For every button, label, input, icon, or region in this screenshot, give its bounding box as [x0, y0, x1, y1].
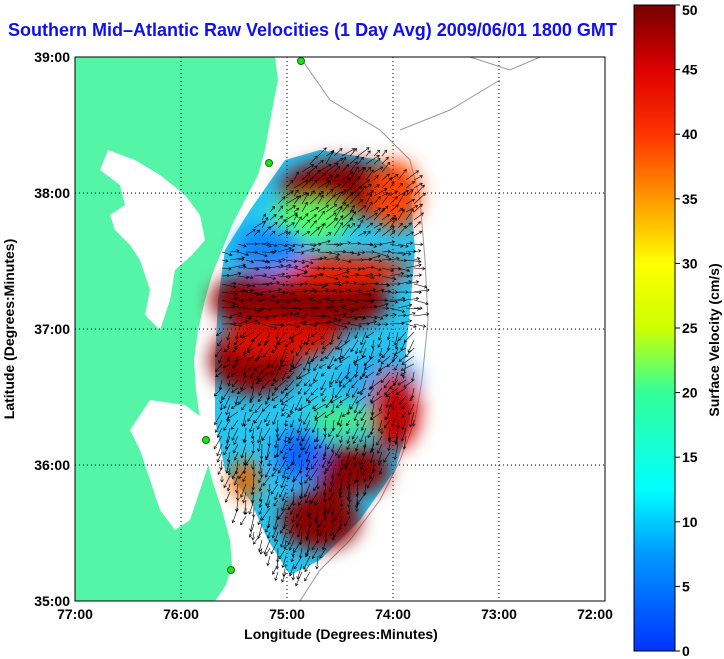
velocity-vectors [213, 147, 430, 587]
x-tick-label: 77:00 [57, 606, 93, 622]
colorbar-label: Surface Velocity (cm/s) [706, 263, 722, 416]
colorbar-tick-label: 30 [682, 255, 698, 271]
x-tick-label: 73:00 [481, 606, 517, 622]
sound-water [130, 400, 210, 530]
colorbar-tick-label: 45 [682, 62, 698, 78]
colorbar-tick-label: 15 [682, 449, 698, 465]
colorbar-tick-label: 40 [682, 126, 698, 142]
x-tick-label: 72:00 [577, 606, 613, 622]
x-axis-label: Longitude (Degrees:Minutes) [244, 626, 438, 642]
quiver-arrows [213, 147, 430, 587]
x-tick-label: 75:00 [269, 606, 305, 622]
map-title: Southern Mid–Atlantic Raw Velocities (1 … [8, 20, 617, 40]
colorbar-tick-label: 35 [682, 191, 698, 207]
grid-lines [75, 57, 605, 601]
y-tick-label: 35:00 [34, 593, 70, 609]
x-axis: 77:00 76:00 75:00 74:00 73:00 72:00 Long… [57, 606, 613, 642]
x-tick-label: 76:00 [163, 606, 199, 622]
y-axis-label: Latitude (Degrees:Minutes) [1, 239, 17, 419]
colorbar-tick-label: 10 [682, 514, 698, 530]
y-tick-label: 37:00 [34, 321, 70, 337]
y-axis: 39:00 38:00 37:00 36:00 35:00 Latitude (… [1, 49, 70, 609]
colorbar-tick-label: 5 [682, 578, 690, 594]
colorbar-tick-label: 25 [682, 320, 698, 336]
chesapeake-bay [100, 150, 205, 330]
plot-frame [74, 56, 606, 602]
bathymetry-contour [399, 57, 541, 131]
y-tick-label: 38:00 [34, 185, 70, 201]
colorbar-tick-label: 20 [682, 385, 698, 401]
colorbar-scale [633, 4, 676, 652]
colorbar-tick-label: 50 [682, 2, 698, 18]
colorbar-tick-label: 0 [682, 643, 690, 659]
y-tick-label: 36:00 [34, 457, 70, 473]
y-tick-label: 39:00 [34, 49, 70, 65]
x-tick-label: 74:00 [375, 606, 411, 622]
